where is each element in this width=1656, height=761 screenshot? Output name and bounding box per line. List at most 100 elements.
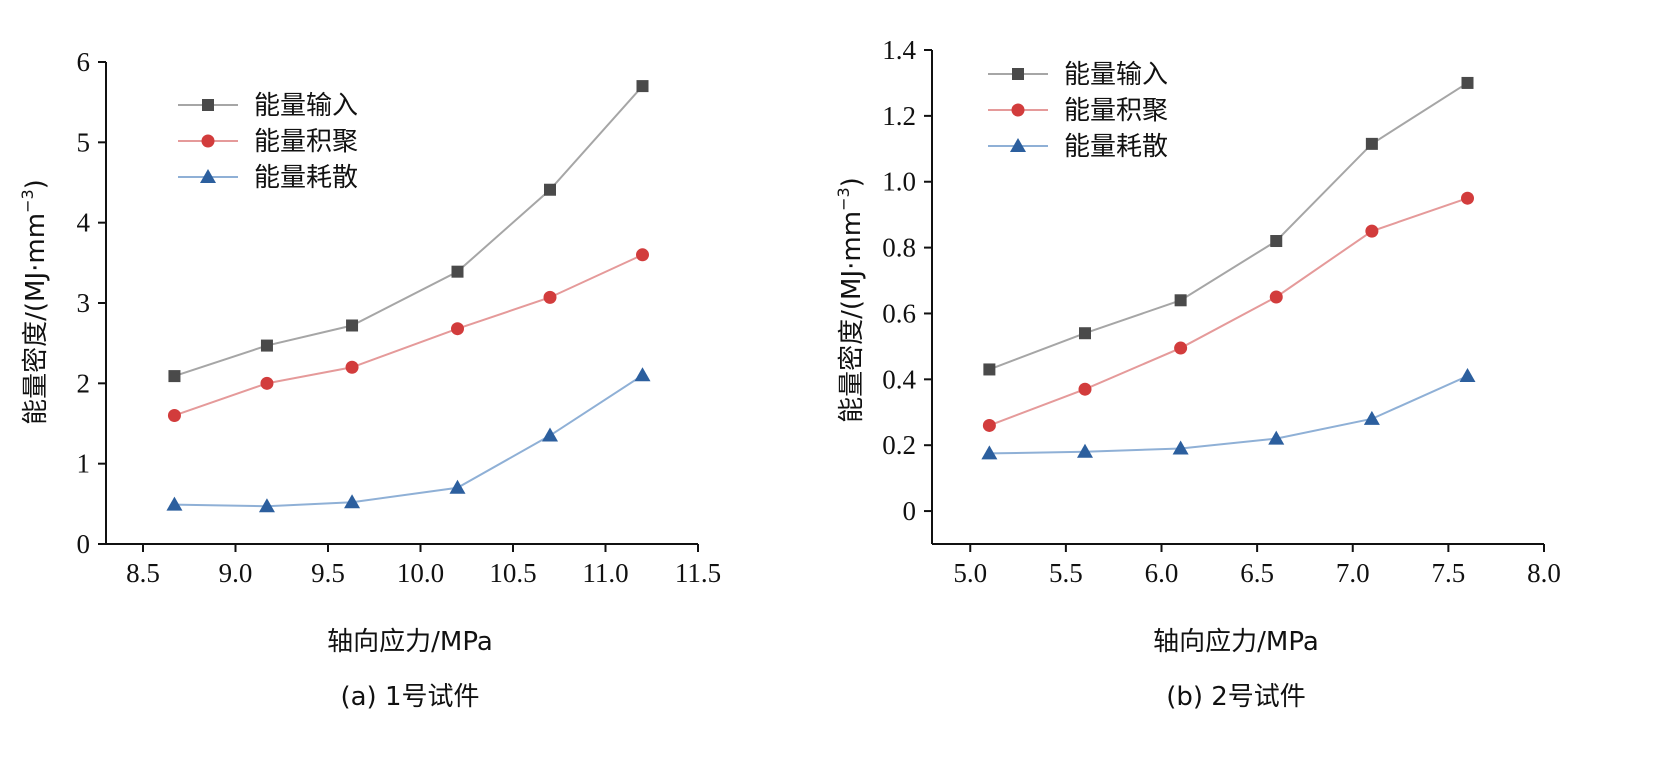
chart-b-series-3-point	[1077, 443, 1093, 458]
chart-a-x-tick-label: 11.5	[675, 558, 721, 588]
chart-b-series-lines	[989, 82, 1469, 455]
chart-a-y-tick-label: 0	[77, 529, 91, 559]
chart-a-y-tick-label: 6	[77, 47, 91, 77]
chart-b-y-tick-label: 0.2	[882, 430, 916, 460]
chart-a-y-tick-label: 3	[77, 288, 91, 318]
chart-a-x-tick-label: 9.0	[219, 558, 253, 588]
chart-a-series-lines	[174, 85, 644, 508]
chart-b-x-tick-label: 7.0	[1336, 558, 1370, 588]
chart-a-series-3-point	[258, 498, 275, 513]
chart-a-series-2-point	[167, 408, 181, 422]
chart-b-legend-marker-2	[1011, 103, 1025, 117]
chart-a-series-3-point	[166, 496, 183, 511]
chart-b-y-tick-label: 0.4	[882, 364, 916, 394]
chart-a-series-1-point	[636, 80, 649, 93]
chart-b-series-line-1	[989, 82, 1469, 371]
chart-a-series-2-point	[543, 290, 557, 304]
chart-a-series-line-2	[174, 253, 643, 417]
chart-a-series-2-point	[451, 322, 464, 336]
chart-a-y-tick-label: 5	[77, 127, 91, 157]
chart-b-series-line-2	[989, 197, 1468, 427]
chart-a-x-tick-label: 8.5	[126, 558, 160, 588]
chart-b-y-tick-label: 1.4	[882, 35, 916, 65]
chart-b-x-tick-label: 5.0	[953, 558, 987, 588]
chart-a-axes: 8.5 9.0 9.5 10.0 10.5 11.0 11.5 0 1 2 3 4 5 6	[77, 47, 722, 588]
chart-b-series-1-point	[1365, 137, 1378, 150]
chart-b-series-2-point	[1461, 191, 1474, 205]
chart-a-series-2-point	[636, 248, 649, 262]
chart-a-x-tick-label: 10.0	[397, 558, 444, 588]
chart-b-x-tick-label: 6.5	[1240, 558, 1274, 588]
chart-b-legend-label-1: 能量输入	[1064, 60, 1168, 90]
chart-a-x-tick-label: 11.0	[582, 558, 628, 588]
chart-b-series-3-point	[1268, 430, 1285, 445]
chart-b-caption: (b) 2号试件	[1166, 682, 1306, 712]
chart-b-series-2-point	[982, 418, 996, 432]
chart-a-legend-marker-3	[200, 169, 216, 183]
chart-b-legend-label-2: 能量积聚	[1064, 96, 1168, 126]
chart-a-series-1-point	[544, 183, 556, 196]
chart-b-x-tick-label: 8.0	[1527, 558, 1561, 588]
chart-b-y-tick-label: 1.2	[882, 101, 916, 131]
chart-b-legend-marker-1	[1012, 68, 1024, 80]
chart-b-x-tick-label: 5.5	[1049, 558, 1083, 588]
chart-b-series-1-point	[983, 363, 996, 376]
chart-b-series-2-point	[1174, 341, 1188, 355]
chart-b-series-1-point	[1270, 235, 1283, 248]
chart-a-legend-label-2: 能量积聚	[254, 127, 358, 157]
chart-panel-a: 8.5 9.0 9.5 10.0 10.5 11.0 11.5 0 1 2 3 4 5 6 能量输入能量积…	[18, 47, 721, 712]
chart-b-x-tick-label: 7.5	[1432, 558, 1466, 588]
chart-b-y-tick-label: 0.6	[882, 298, 916, 328]
chart-a-caption: (a) 1号试件	[340, 682, 479, 712]
chart-a-series-1-point	[168, 370, 181, 383]
chart-a-ylabel: 能量密度/(MJ·mm−3)	[18, 179, 51, 425]
chart-a-markers	[166, 80, 651, 513]
chart-b-y-tick-label: 1.0	[882, 167, 916, 197]
chart-a-series-3-point	[449, 479, 466, 494]
chart-b-legend-marker-3	[1010, 138, 1026, 152]
chart-a-series-1-point	[346, 319, 359, 332]
chart-a-legend-label-1: 能量输入	[254, 91, 358, 121]
chart-a-x-tick-label: 9.5	[311, 558, 345, 588]
chart-a-legend-marker-2	[201, 134, 215, 148]
chart-b-axes: 5.0 5.5 6.0 6.5 7.0 7.5 8.0 0 0.2 0.4 0.6 0.8 1.0 1.2…	[882, 35, 1561, 588]
chart-a-x-tick-label: 10.5	[489, 558, 536, 588]
chart-b-series-3-point	[1363, 410, 1380, 425]
chart-a-y-tick-label: 2	[77, 368, 91, 398]
chart-b-ylabel-exponent: −3	[834, 187, 853, 211]
chart-b-series-1-point	[1461, 76, 1474, 89]
chart-a-series-1-point	[260, 339, 273, 352]
chart-b-series-3-point	[981, 445, 998, 460]
chart-a-legend-marker-1	[202, 99, 214, 111]
chart-b-series-2-point	[1365, 224, 1379, 238]
chart-b-series-1-point	[1079, 327, 1091, 340]
chart-a-series-3-point	[634, 367, 651, 382]
chart-a-xlabel: 轴向应力/MPa	[327, 627, 493, 657]
chart-b-xlabel: 轴向应力/MPa	[1153, 627, 1319, 657]
chart-b-series-2-point	[1269, 290, 1283, 304]
chart-a-y-tick-label: 1	[77, 449, 91, 479]
chart-a-series-2-point	[345, 360, 359, 374]
chart-b-ylabel: 能量密度/(MJ·mm−3)	[834, 177, 867, 423]
chart-b-series-1-point	[1174, 294, 1187, 307]
chart-b-x-tick-label: 6.0	[1145, 558, 1179, 588]
chart-a-series-line-3	[174, 374, 644, 508]
chart-a-series-3-point	[542, 427, 558, 442]
chart-b-series-3-point	[1172, 440, 1189, 455]
chart-b-series-line-3	[989, 375, 1468, 455]
chart-a-series-line-1	[174, 85, 644, 378]
chart-a-legend-label-3: 能量耗散	[254, 163, 358, 193]
chart-b-series-3-point	[1459, 368, 1476, 383]
chart-a-series-1-point	[451, 265, 464, 278]
chart-a-y-tick-label: 4	[77, 208, 91, 238]
chart-b-markers	[981, 76, 1476, 460]
chart-a-series-2-point	[260, 376, 274, 390]
chart-b-y-tick-label: 0.8	[882, 233, 916, 263]
chart-a-ylabel-exponent: −3	[18, 189, 37, 213]
chart-b-y-tick-label: 0	[903, 496, 917, 526]
chart-b-legend-label-3: 能量耗散	[1064, 132, 1168, 162]
chart-panel-b: 5.0 5.5 6.0 6.5 7.0 7.5 8.0 0 0.2 0.4 0.6 0.8 1.0 1.2…	[834, 35, 1561, 712]
